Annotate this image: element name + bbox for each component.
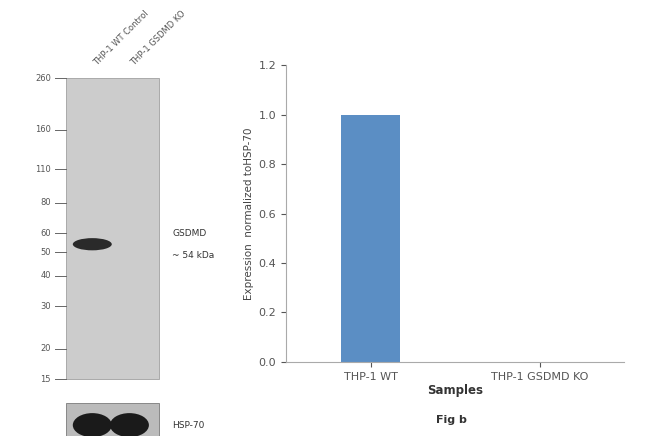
Text: 110: 110 [35,165,51,174]
Text: 40: 40 [40,271,51,280]
Text: 60: 60 [40,228,51,238]
Text: GSDMD: GSDMD [172,229,207,238]
Polygon shape [66,78,159,379]
X-axis label: Samples: Samples [427,385,483,397]
Text: 260: 260 [35,74,51,83]
Text: ~ 54 kDa: ~ 54 kDa [172,251,214,260]
Text: 160: 160 [35,125,51,134]
Text: THP-1 GSDMD KO: THP-1 GSDMD KO [129,9,188,68]
Text: 50: 50 [40,248,51,257]
Ellipse shape [73,413,112,436]
Text: 80: 80 [40,198,51,207]
Text: THP-1 WT Control: THP-1 WT Control [92,9,151,68]
Ellipse shape [110,413,149,436]
Text: Fig b: Fig b [436,415,467,425]
Ellipse shape [73,238,112,250]
Text: 30: 30 [40,302,51,311]
Y-axis label: Expression  normalized toHSP-70: Expression normalized toHSP-70 [244,127,254,300]
Text: 15: 15 [40,375,51,384]
Polygon shape [66,403,159,436]
Bar [341,115,400,362]
Text: 20: 20 [40,344,51,354]
Text: HSP-70: HSP-70 [172,421,205,429]
